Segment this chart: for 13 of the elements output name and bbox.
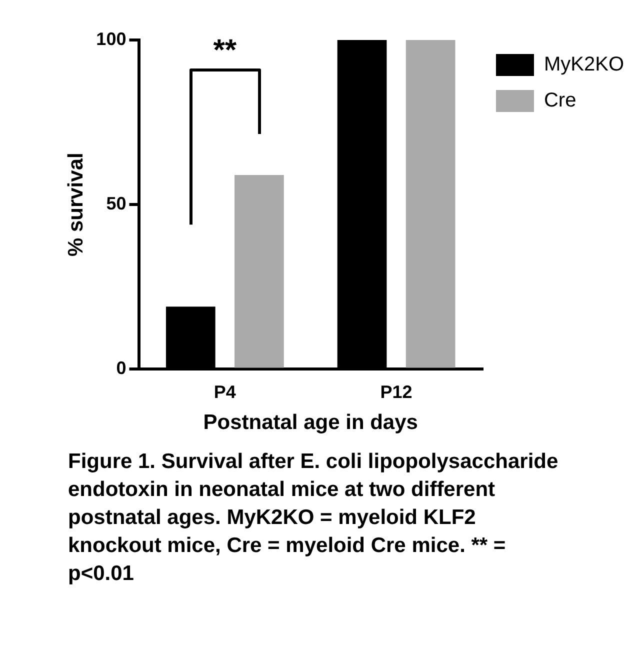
y-tick-label: 50 — [106, 194, 126, 214]
y-axis-title: % survival — [64, 152, 88, 257]
bar — [406, 40, 456, 368]
bar — [234, 174, 284, 368]
x-axis-title: Postnatal age in days — [203, 411, 418, 434]
legend-label: Cre — [544, 90, 576, 112]
legend-label: MyK2KO — [544, 54, 624, 76]
y-tick-label: 100 — [96, 28, 126, 49]
x-tick-label: P4 — [214, 382, 236, 402]
annotation: ** — [212, 34, 238, 68]
caption: Figure 1. Survival after E. coli lipopolysaccharide endotoxin in neonatal mice at two different postnatal ages. MyK2KO = myeloid KLF2 knockout mice, Cre = myeloid Cre mice. ** = p<0.01 — [68, 449, 560, 587]
x-tick-label: P12 — [380, 382, 412, 402]
y-tick-label: 0 — [116, 358, 126, 378]
